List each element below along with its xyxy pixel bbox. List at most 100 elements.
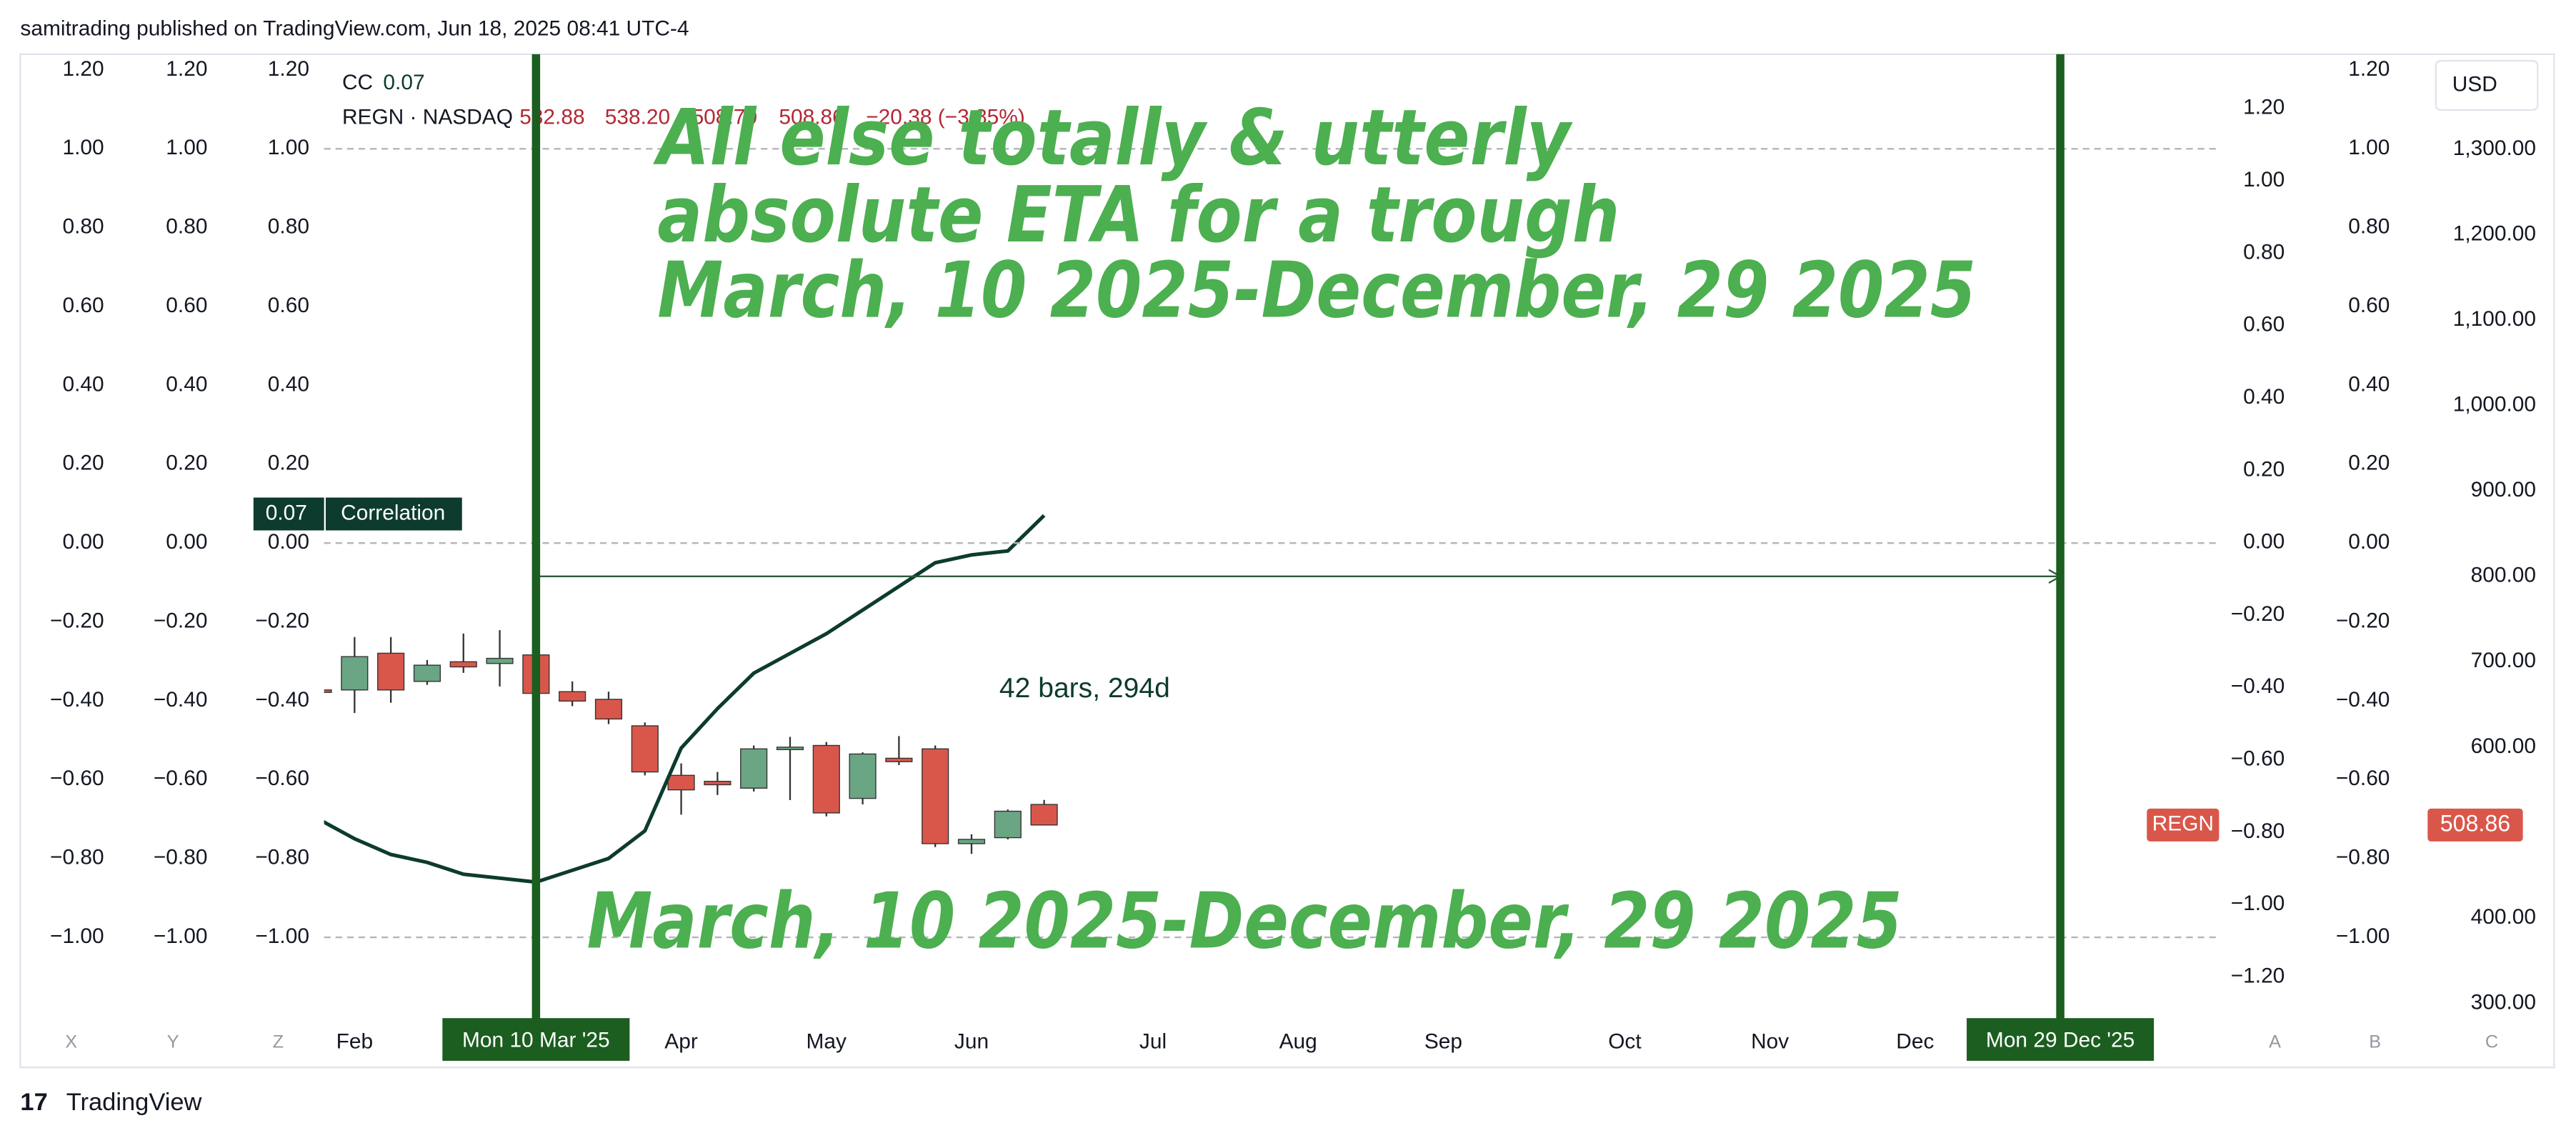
candle-body [377,652,405,691]
candle-body [776,747,804,751]
change: −20.38 (−3.85%) [866,105,1025,129]
brand: TradingView [66,1089,202,1116]
y-tick-label: −0.40 [2336,688,2390,712]
currency-box[interactable] [2435,59,2539,111]
y-tick-label: 0.20 [268,451,309,475]
y2-tick-label: 1.20 [2243,96,2285,119]
y-tick-label: 0.20 [166,451,207,475]
candle-body [1030,804,1058,826]
y-tick-label: −0.20 [255,609,309,632]
correlation-line [324,514,1046,884]
y-tick-label: 1.00 [2348,136,2390,159]
y-tick-label: 1.20 [2348,57,2390,81]
candle-body [413,664,441,682]
axis-letter: Z [273,1032,284,1052]
candle-body [667,774,695,791]
y-tick-label: 0.80 [268,215,309,239]
y-tick-label: −1.00 [2336,924,2390,948]
indicator-value: 0.07 [383,71,424,94]
y2-tick-label: −0.20 [2231,602,2285,626]
correlation-name-box [325,497,462,531]
y-tick-label: −1.00 [50,924,104,948]
y-tick-label: 0.20 [2348,451,2390,475]
y2-tick-label: 1.00 [2243,168,2285,191]
y-tick-label: −0.40 [255,688,309,712]
y2-tick-label: −1.20 [2231,964,2285,987]
brand-logo: 17 [20,1089,47,1116]
annotation: All else totally & utterly [652,94,1573,183]
y-tick-label: 0.00 [62,530,104,554]
range-label: 42 bars, 294d [999,673,1170,704]
annotation: absolute ETA for a trough [657,171,1619,260]
y-tick-label: 1.00 [62,136,104,159]
y-tick-label: 0.60 [2348,294,2390,317]
candle-body [922,748,949,844]
y-tick-label: 0.40 [166,372,207,396]
y-tick-label: 0.40 [62,372,104,396]
y-tick-label: −0.80 [255,846,309,869]
price-tag: REGN [2152,812,2214,836]
price-tick-label: 1,100.00 [2453,307,2536,331]
marker-label-box [442,1018,630,1061]
candle-body [994,810,1022,839]
y-tick-label: −0.40 [50,688,104,712]
candle-body [740,748,768,789]
publish-header: samitrading published on TradingView.com… [20,16,689,40]
y-tick-label: 0.00 [2348,530,2390,554]
marker-label-box [1967,1018,2155,1061]
y-tick-label: 0.20 [62,451,104,475]
candle-body [594,699,623,720]
y-tick-label: 0.40 [2348,372,2390,396]
x-tick-label: Feb [336,1030,373,1054]
price-tick-label: 1,000.00 [2453,393,2536,416]
y-tick-label: −0.80 [50,846,104,869]
y-tick-label: −0.40 [154,688,208,712]
candle-body [449,661,477,668]
x-tick-label: Jul [1139,1030,1167,1054]
y2-tick-label: 0.60 [2243,313,2285,336]
y-tick-label: 1.00 [268,136,309,159]
open: 532.88 [519,105,584,129]
correlation-value-tag: 0.07 [266,501,307,524]
y-tick-label: −0.60 [154,767,208,790]
y-tick-label: 0.60 [166,294,207,317]
indicator-name: CC [342,71,373,94]
candle-body [559,691,586,702]
price-tick-label: 1,200.00 [2453,222,2536,246]
currency[interactable]: USD [2452,72,2497,96]
candle-body [486,657,514,664]
low: 508.70 [692,105,757,129]
y-tick-label: 1.00 [166,136,207,159]
axis-letter: A [2269,1032,2281,1052]
last-price: 508.86 [2440,810,2510,836]
correlation-name-tag: Correlation [341,501,445,524]
y2-tick-label: −0.80 [2231,819,2285,843]
candle-body [849,753,877,799]
price-tick-label: 300.00 [2471,990,2536,1014]
axis-letter: C [2485,1032,2498,1052]
x-tick-label: Apr [664,1030,698,1054]
correlation-value-box [253,497,324,531]
marker-label: Mon 10 Mar '25 [462,1028,610,1052]
candle-body [631,725,659,773]
candle-body [812,744,840,814]
y-tick-label: −0.80 [2336,846,2390,869]
x-tick-label: Sep [1424,1030,1462,1054]
chart-frame [19,53,2555,1069]
y2-tick-label: −0.60 [2231,747,2285,770]
x-tick-label: May [807,1030,847,1054]
price-tick-label: 900.00 [2471,478,2536,501]
candle-body [704,781,732,786]
y2-tick-label: 0.00 [2243,530,2285,554]
price-tick-label: 600.00 [2471,734,2536,758]
plot-area [324,514,1058,884]
price-tick-label: 800.00 [2471,564,2536,587]
y-tick-label: 0.40 [268,372,309,396]
candle-body [324,689,332,693]
x-tick-label: Dec [1896,1030,1934,1054]
x-tick-label: Nov [1751,1030,1789,1054]
y-tick-label: 0.00 [166,530,207,554]
y2-tick-label: 0.20 [2243,457,2285,481]
